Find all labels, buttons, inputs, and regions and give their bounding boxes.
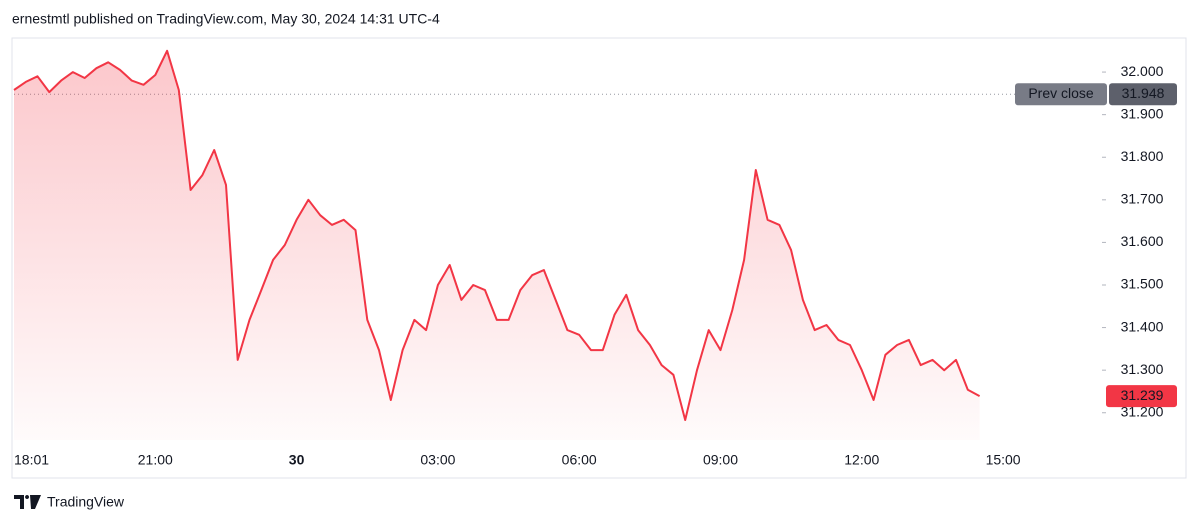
brand: TradingView: [47, 494, 125, 510]
chart-frame: [11, 37, 1187, 479]
x-tick-label: 09:00: [703, 452, 738, 468]
header: ernestmtl published on TradingView.com, …: [12, 11, 440, 27]
x-tick-label: 30: [289, 452, 305, 468]
area-fill: [14, 50, 980, 441]
x-tick-label: 03:00: [420, 452, 455, 468]
y-tick-label: 31.800: [1121, 148, 1164, 164]
x-tick-label: 21:00: [138, 452, 173, 468]
prev-close-value: 31.948: [1122, 85, 1165, 101]
y-tick-label: 31.700: [1121, 191, 1164, 207]
y-tick-label: 31.600: [1121, 233, 1164, 249]
price-line: [13, 49, 981, 421]
last-price-label: 31.239: [1121, 387, 1164, 403]
y-tick-label: 31.500: [1121, 276, 1164, 292]
y-tick-label: 31.900: [1121, 105, 1164, 121]
x-tick-label: 15:00: [986, 452, 1021, 468]
y-tick-label: 31.400: [1121, 318, 1164, 334]
prev-close-tag: [1015, 83, 1107, 106]
x-tick-label: 18:01: [14, 452, 49, 468]
x-tick-label: 06:00: [562, 452, 597, 468]
prev-close-label: Prev close: [1028, 85, 1094, 101]
x-tick-label: 12:00: [844, 452, 879, 468]
prev-close-value-tag: [1109, 83, 1177, 106]
y-tick-label: 31.300: [1121, 361, 1164, 377]
logo: [14, 495, 41, 509]
y-tick-label: 32.000: [1121, 63, 1164, 79]
last-price-tag: [1106, 385, 1177, 408]
y-tick-label: 31.200: [1121, 403, 1164, 419]
